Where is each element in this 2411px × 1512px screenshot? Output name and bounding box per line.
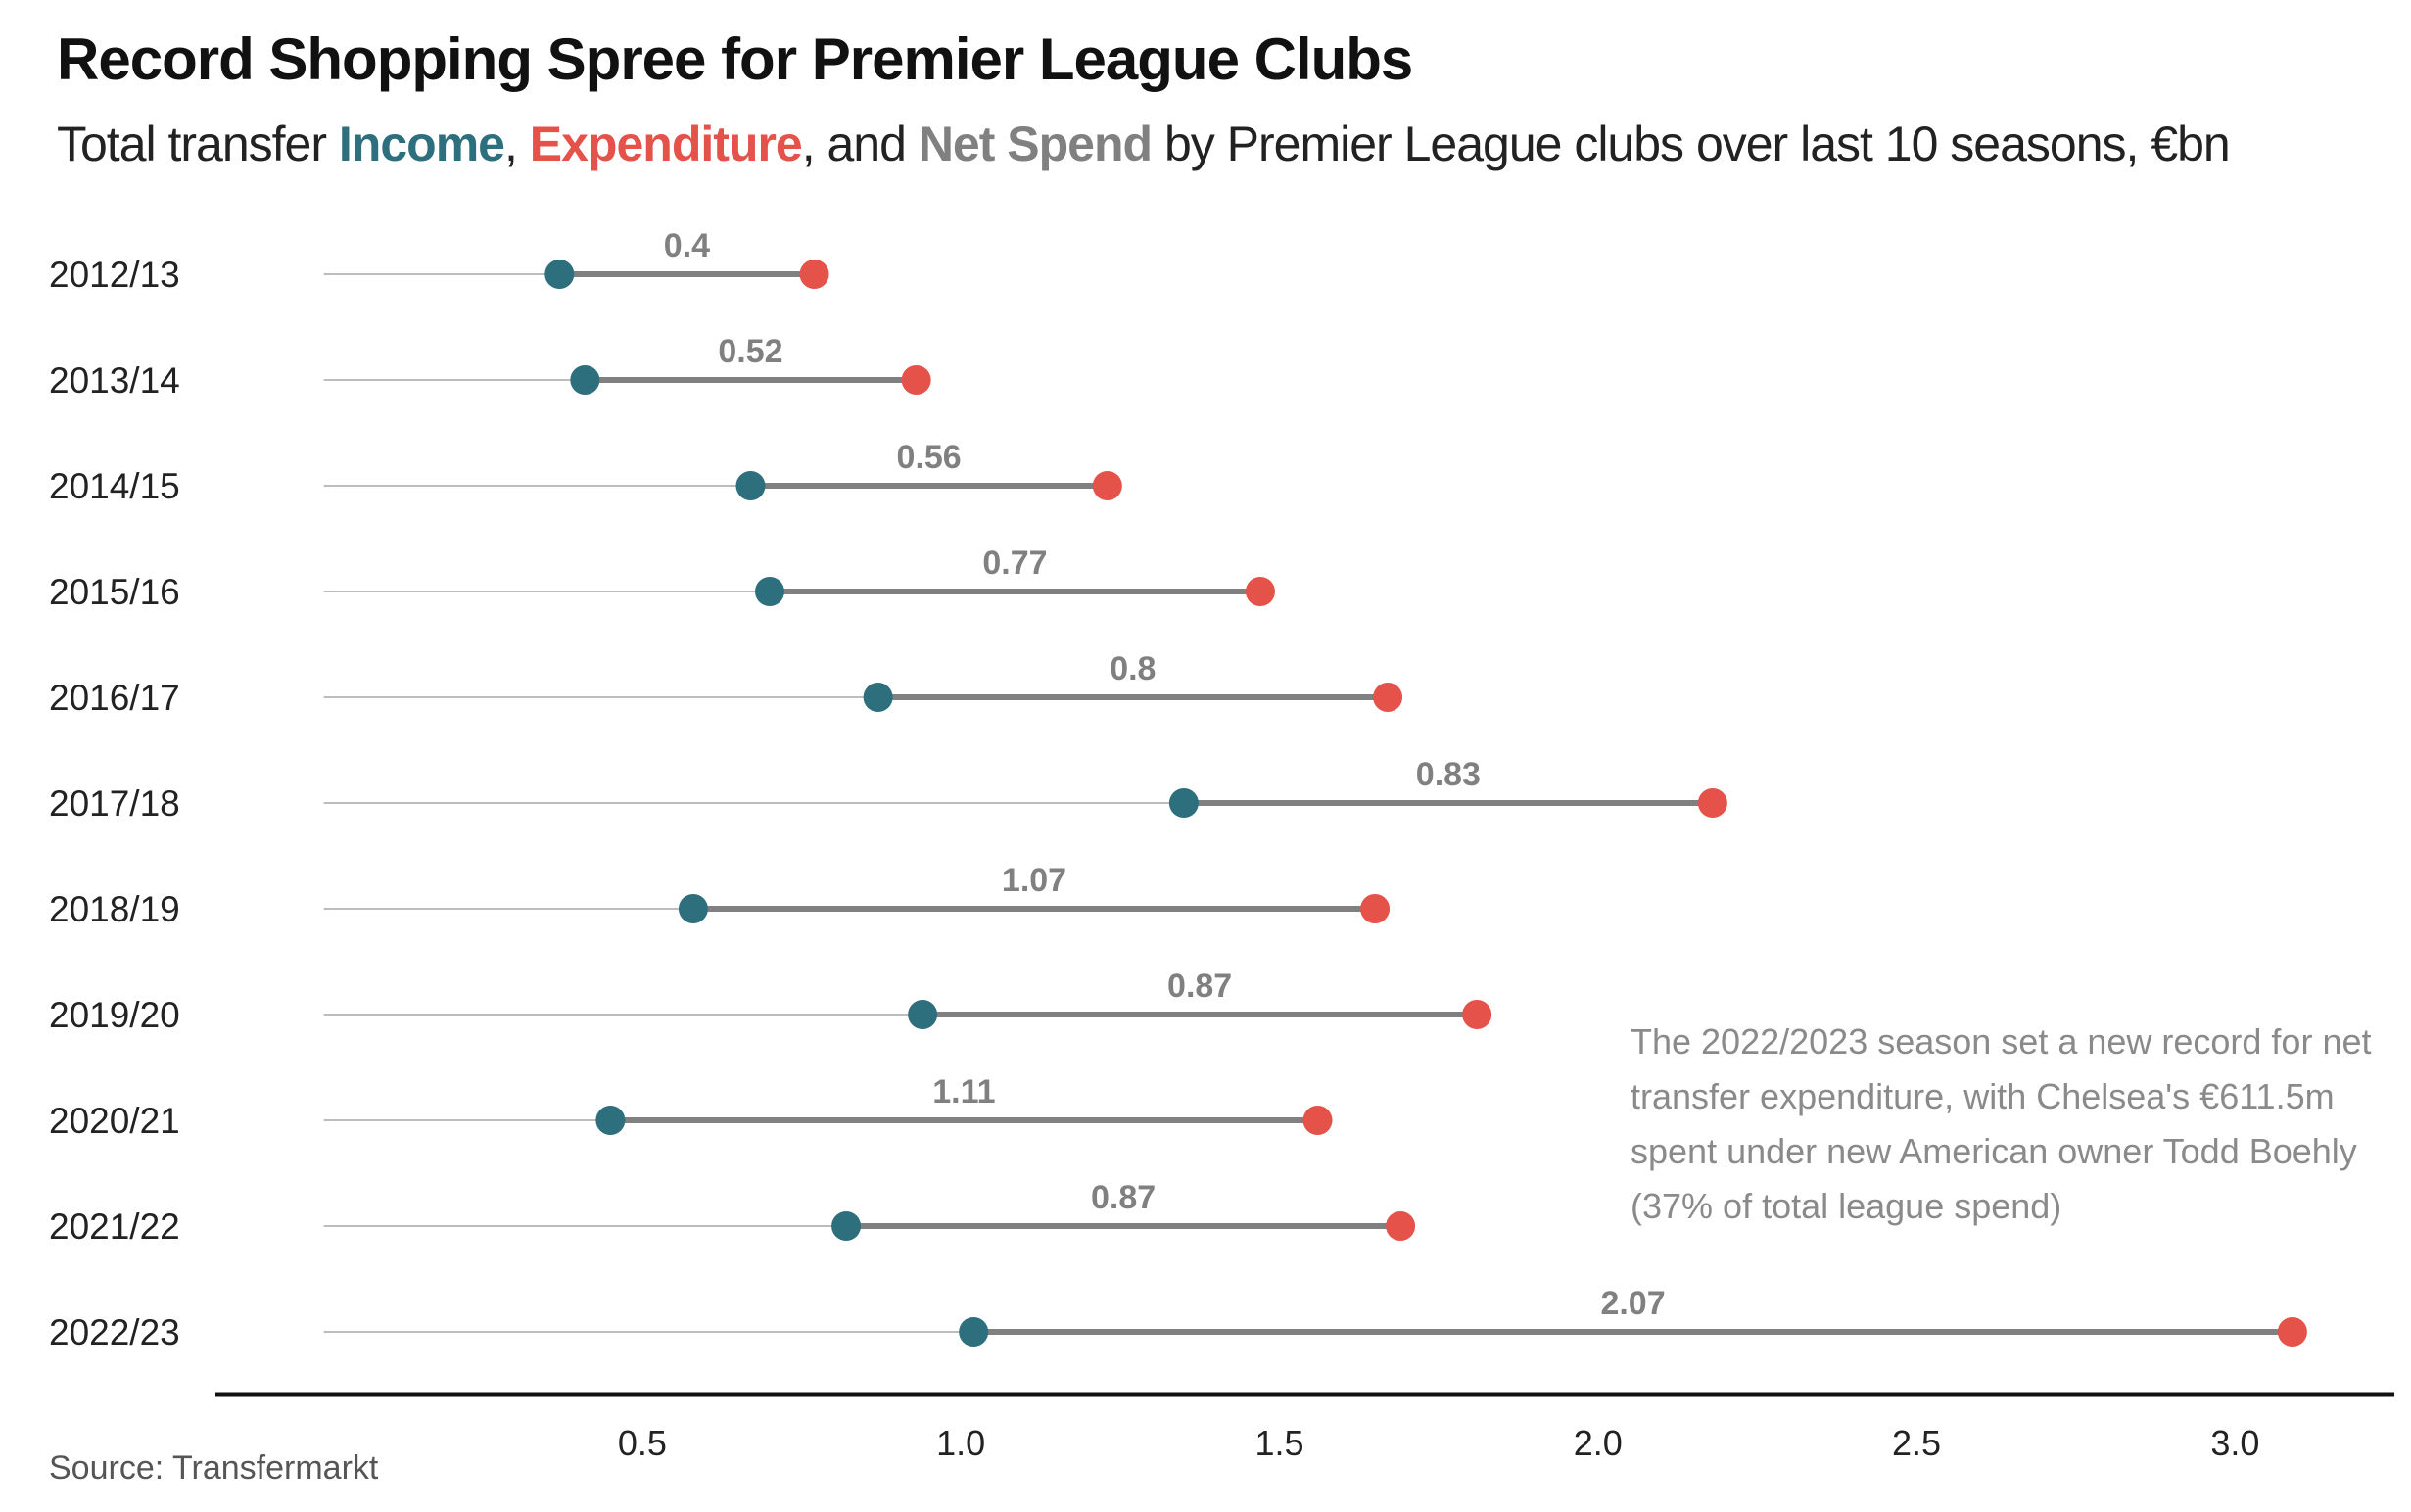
net-spend-label: 2.07 (1600, 1285, 1665, 1322)
x-tick-label: 1.0 (936, 1423, 985, 1463)
expenditure-dot (799, 260, 829, 289)
net-spend-label: 0.8 (1110, 650, 1156, 687)
net-spend-label: 0.56 (897, 439, 962, 476)
season-label: 2021/22 (49, 1206, 180, 1247)
subtitle-expenditure-keyword: Expenditure (529, 117, 803, 171)
net-spend-bars (559, 271, 2293, 1335)
x-tick-label: 0.5 (618, 1423, 667, 1463)
net-spend-label: 1.11 (932, 1073, 995, 1110)
season-labels: 2012/13 2013/14 2014/15 2015/16 2016/17 2017/… (49, 255, 180, 1352)
net-spend-label: 0.77 (982, 544, 1047, 582)
x-tick-label: 3.0 (2210, 1423, 2259, 1463)
expenditure-dot (1386, 1211, 1416, 1241)
chart-title: Record Shopping Spree for Premier League… (57, 26, 1413, 92)
season-label: 2013/14 (49, 360, 180, 401)
season-label: 2015/16 (49, 572, 180, 612)
income-dot (908, 1000, 938, 1029)
season-label: 2012/13 (49, 255, 180, 295)
subtitle-prefix: Total transfer (57, 117, 339, 171)
income-dot (831, 1211, 862, 1241)
source-note: Source: Transfermarkt (49, 1449, 379, 1487)
net-spend-labels: 0.4 0.52 0.56 0.77 0.8 0.83 1.07 0.87 1.11 0.87 2.… (664, 227, 1666, 1322)
expenditure-dot (1462, 1000, 1492, 1029)
season-label: 2019/20 (49, 995, 180, 1035)
subtitle-separator-1: , (503, 117, 530, 171)
expenditure-dot (1092, 471, 1122, 500)
season-label: 2018/19 (49, 889, 180, 929)
income-dot (1168, 788, 1199, 818)
subtitle-separator-2: , and (801, 117, 919, 171)
net-spend-label: 0.83 (1416, 756, 1481, 793)
subtitle-net-spend-keyword: Net Spend (918, 117, 1153, 171)
expenditure-dot (1373, 683, 1403, 712)
expenditure-dot (1360, 894, 1391, 923)
subtitle-suffix: by Premier League clubs over last 10 sea… (1152, 117, 2231, 171)
income-dot (570, 365, 600, 395)
x-axis-tick-labels: 0.5 1.0 1.5 2.0 2.5 3.0 (618, 1423, 2260, 1463)
x-tick-label: 2.5 (1892, 1423, 1941, 1463)
income-dot (959, 1317, 989, 1347)
season-label: 2022/23 (49, 1312, 180, 1352)
x-tick-label: 2.0 (1574, 1423, 1623, 1463)
net-spend-label: 1.07 (1002, 862, 1066, 899)
expenditure-dot (901, 365, 931, 395)
subtitle-income-keyword: Income (338, 117, 505, 171)
net-spend-label: 0.87 (1091, 1179, 1156, 1216)
income-dot (678, 894, 708, 923)
record-annotation: The 2022/2023 season set a new record fo… (1631, 1021, 2372, 1226)
income-dot (863, 683, 893, 712)
expenditure-dot (2277, 1317, 2307, 1347)
net-spend-label: 0.52 (718, 333, 782, 370)
season-label: 2020/21 (49, 1101, 180, 1141)
income-dot (595, 1106, 626, 1135)
expenditure-dots (799, 260, 2307, 1347)
season-label: 2016/17 (49, 678, 180, 718)
net-spend-label: 0.87 (1167, 968, 1232, 1005)
expenditure-dot (1302, 1106, 1333, 1135)
chart-subtitle: Total transfer Income, Expenditure, and … (57, 116, 2231, 172)
income-dot (544, 260, 575, 289)
season-label: 2017/18 (49, 783, 180, 824)
guide-lines (323, 273, 1184, 1333)
x-tick-label: 1.5 (1254, 1423, 1303, 1463)
season-label: 2014/15 (49, 466, 180, 506)
net-spend-label: 0.4 (664, 227, 710, 264)
income-dot (735, 471, 766, 500)
expenditure-dot (1697, 788, 1727, 818)
income-dot (755, 577, 785, 606)
income-dots (544, 260, 1199, 1347)
expenditure-dot (1245, 577, 1275, 606)
